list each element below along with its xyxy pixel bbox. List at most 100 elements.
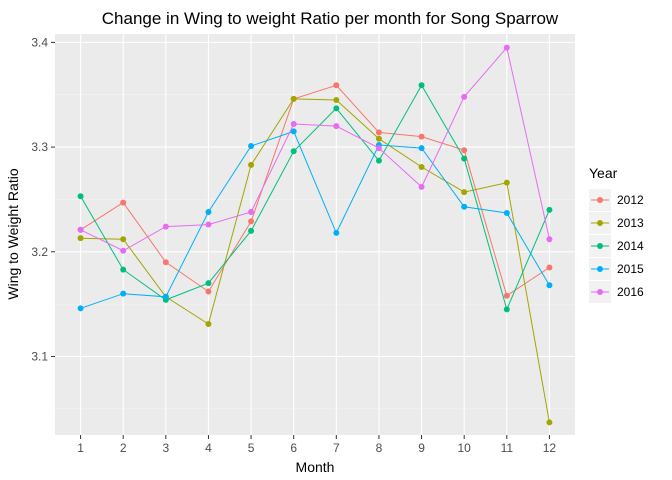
- data-point: [205, 208, 212, 215]
- data-point: [503, 179, 510, 186]
- data-point: [205, 321, 212, 328]
- legend-item-2016: 2016: [589, 281, 644, 303]
- data-point: [461, 189, 468, 196]
- data-point: [333, 105, 340, 112]
- data-point: [248, 208, 255, 215]
- data-point: [375, 145, 382, 152]
- legend-label: 2013: [617, 216, 644, 230]
- x-tick-label: 11: [501, 441, 514, 455]
- x-tick-label: 8: [376, 441, 383, 455]
- data-point: [375, 135, 382, 142]
- x-tick-label: 12: [543, 441, 557, 455]
- legend-item-2012: 2012: [589, 189, 644, 211]
- data-point: [418, 82, 425, 89]
- data-point: [205, 288, 212, 295]
- x-axis-title: Month: [296, 459, 335, 475]
- x-tick-label: 7: [333, 441, 340, 455]
- data-point: [248, 227, 255, 234]
- legend-label: 2015: [617, 262, 644, 276]
- x-axis: 1 2 3 4 5 6 7 8 9 10 11 12: [77, 435, 556, 455]
- y-tick-label: 3.3: [31, 140, 48, 154]
- data-point: [248, 143, 255, 150]
- y-tick-label: 3.1: [31, 349, 48, 363]
- data-point: [461, 203, 468, 210]
- y-axis-title: Wing to Weight Ratio: [5, 168, 21, 299]
- x-tick-label: 9: [418, 441, 425, 455]
- series-2016: [77, 44, 553, 254]
- series-2015: [77, 128, 553, 312]
- data-point: [546, 206, 553, 213]
- series-2014: [77, 82, 553, 313]
- x-tick-label: 10: [458, 441, 472, 455]
- data-point: [333, 123, 340, 130]
- data-point: [546, 282, 553, 289]
- data-point: [418, 183, 425, 190]
- data-point: [546, 236, 553, 243]
- data-point: [333, 96, 340, 103]
- legend-key-point: [597, 289, 603, 295]
- data-point: [120, 247, 127, 254]
- legend: Year 2012 2013 2014 2015 2016: [589, 165, 644, 303]
- data-point: [418, 133, 425, 140]
- series-line-2013: [80, 98, 550, 423]
- series-line-2014: [80, 84, 550, 311]
- legend-label: 2012: [617, 193, 644, 207]
- data-point: [120, 236, 127, 243]
- x-tick-label: 4: [205, 441, 212, 455]
- legend-key-point: [597, 243, 603, 249]
- x-tick-label: 2: [120, 441, 127, 455]
- data-point: [77, 305, 84, 312]
- data-point: [503, 44, 510, 51]
- data-point: [503, 306, 510, 313]
- data-point: [120, 199, 127, 206]
- data-point: [205, 221, 212, 228]
- y-axis: 3.1 3.2 3.3 3.4: [31, 35, 55, 363]
- data-point: [503, 210, 510, 217]
- data-point: [461, 147, 468, 154]
- data-point: [290, 95, 297, 102]
- legend-key-point: [597, 197, 603, 203]
- data-point: [248, 218, 255, 225]
- x-tick-label: 3: [162, 441, 169, 455]
- y-tick-label: 3.2: [31, 245, 48, 259]
- legend-label: 2014: [617, 239, 644, 253]
- data-point: [546, 264, 553, 271]
- legend-item-2015: 2015: [589, 258, 644, 280]
- series-line-2015: [80, 130, 550, 309]
- legend-label: 2016: [617, 285, 644, 299]
- grid: [55, 34, 575, 435]
- legend-key-point: [597, 266, 603, 272]
- legend-title: Year: [589, 165, 618, 181]
- data-point: [77, 226, 84, 233]
- data-point: [290, 121, 297, 128]
- data-point: [77, 235, 84, 242]
- x-tick-label: 5: [248, 441, 255, 455]
- data-point: [333, 82, 340, 89]
- data-point: [461, 93, 468, 100]
- data-point: [290, 148, 297, 155]
- data-point: [162, 223, 169, 230]
- data-point: [162, 293, 169, 300]
- data-point: [120, 290, 127, 297]
- data-point: [290, 128, 297, 135]
- data-point: [461, 155, 468, 162]
- series-layer: [77, 44, 553, 426]
- data-point: [418, 145, 425, 152]
- x-tick-label: 1: [77, 441, 84, 455]
- series-line-2016: [80, 46, 550, 252]
- legend-item-2013: 2013: [589, 212, 644, 234]
- data-point: [503, 292, 510, 299]
- data-point: [418, 163, 425, 170]
- data-point: [120, 266, 127, 273]
- chart-title: Change in Wing to weight Ratio per month…: [102, 9, 559, 28]
- data-point: [205, 280, 212, 287]
- plot-panel: [55, 34, 575, 435]
- data-point: [546, 419, 553, 426]
- data-point: [375, 157, 382, 164]
- data-point: [77, 193, 84, 200]
- data-point: [333, 229, 340, 236]
- x-tick-label: 6: [290, 441, 297, 455]
- y-tick-label: 3.4: [31, 35, 48, 49]
- series-line-2012: [80, 84, 550, 297]
